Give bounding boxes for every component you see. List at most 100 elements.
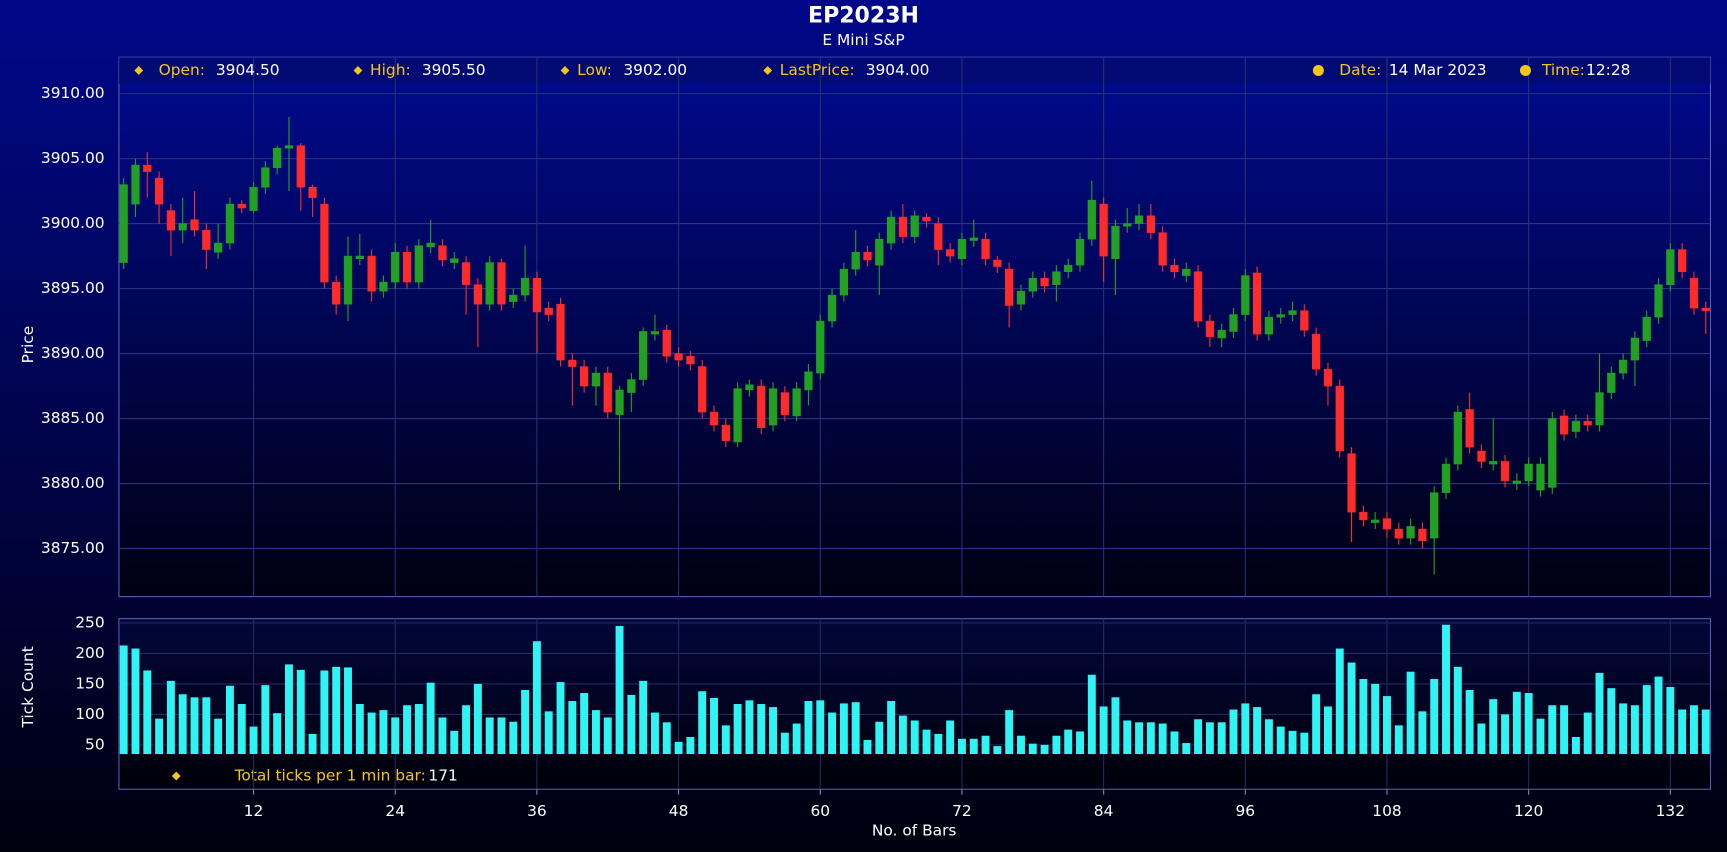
y-tick-label: 100	[75, 705, 104, 723]
candle-body	[556, 303, 565, 361]
candle-body	[509, 294, 518, 302]
candle-body	[1123, 223, 1132, 227]
candle-body	[1075, 238, 1085, 266]
candle-body	[1595, 392, 1604, 426]
bar	[1442, 624, 1450, 755]
bar	[1028, 743, 1037, 755]
bar	[190, 697, 199, 755]
candle-body	[367, 255, 376, 292]
bar	[367, 712, 376, 755]
candle-body	[1288, 310, 1297, 315]
bar	[981, 735, 990, 755]
candle-body	[1241, 275, 1250, 315]
bar	[969, 738, 978, 755]
candle-body	[745, 384, 754, 391]
candle-body	[1005, 268, 1014, 306]
bar	[1064, 729, 1073, 755]
bar	[1477, 723, 1486, 755]
candle-body	[1016, 290, 1026, 305]
candle-body	[1276, 314, 1285, 318]
bar	[1536, 718, 1545, 755]
bar	[225, 685, 234, 755]
candle-body	[1182, 268, 1191, 276]
bar	[580, 693, 589, 755]
bar	[462, 705, 471, 755]
candle-body	[686, 355, 695, 365]
bar	[438, 717, 447, 755]
bar	[1524, 693, 1533, 755]
candle-body	[639, 331, 648, 380]
bar	[1430, 679, 1439, 755]
readout-label: Time:	[1541, 61, 1585, 79]
bar	[166, 680, 175, 755]
bar	[1512, 691, 1521, 755]
candle-body	[1642, 316, 1651, 341]
bar	[615, 625, 624, 755]
candle-body	[1524, 463, 1533, 482]
bar	[485, 717, 494, 755]
readout-marker	[1519, 64, 1531, 76]
bar	[450, 730, 459, 755]
bar	[1146, 722, 1155, 755]
candle-body	[1559, 415, 1569, 435]
bar	[1264, 719, 1273, 755]
candle-body	[1158, 232, 1167, 266]
legend-label: Total ticks per 1 min bar:	[234, 767, 426, 785]
bar	[1347, 662, 1356, 755]
candle-body	[1583, 420, 1592, 426]
bar	[202, 697, 211, 755]
readout-value: 3902.00	[623, 61, 687, 79]
candle-body	[662, 329, 671, 357]
candle-body	[1548, 418, 1557, 488]
candle-body	[816, 320, 825, 374]
bar	[1005, 710, 1014, 755]
candle-body	[1607, 372, 1616, 393]
bar	[285, 664, 293, 755]
bar	[143, 670, 152, 755]
candle-body	[591, 372, 601, 387]
candle-body	[721, 424, 730, 441]
bar	[1158, 723, 1167, 755]
bar	[1253, 707, 1262, 755]
candle-body	[1618, 359, 1628, 374]
bar	[792, 723, 801, 755]
bar	[1701, 709, 1710, 755]
candle-body	[1111, 225, 1120, 259]
bar	[1666, 686, 1675, 755]
candle-body	[1134, 215, 1144, 224]
candle-body	[1406, 526, 1415, 539]
candle-body	[1099, 203, 1108, 257]
readout-marker	[763, 66, 773, 75]
bar	[946, 720, 955, 755]
bar	[957, 738, 966, 755]
x-tick-label: 36	[527, 802, 547, 820]
y-tick-label: 50	[85, 735, 105, 753]
bar	[1017, 735, 1025, 755]
candle-body	[166, 210, 176, 231]
candle-body	[580, 366, 589, 387]
bar	[1548, 705, 1557, 755]
candle-body	[946, 249, 955, 257]
bar	[804, 700, 813, 755]
y-tick-label: 3895.00	[41, 279, 105, 297]
candle-body	[1394, 528, 1403, 539]
bar	[1383, 696, 1391, 755]
candle-body	[1300, 310, 1309, 331]
x-tick-label: 60	[810, 802, 830, 820]
candle-body	[1453, 411, 1462, 465]
readout-marker	[560, 66, 570, 75]
candle-body	[332, 281, 341, 305]
candle-body	[343, 255, 353, 305]
candle-body	[650, 331, 660, 335]
candle-body	[532, 277, 542, 313]
bar	[1630, 705, 1639, 755]
bar	[261, 685, 270, 755]
bar	[1465, 689, 1474, 755]
candle-body	[780, 392, 789, 415]
bar	[1135, 722, 1144, 755]
candle-body	[1040, 277, 1049, 287]
bar	[993, 746, 1002, 755]
candle-body	[1512, 480, 1521, 484]
bar	[544, 711, 553, 755]
